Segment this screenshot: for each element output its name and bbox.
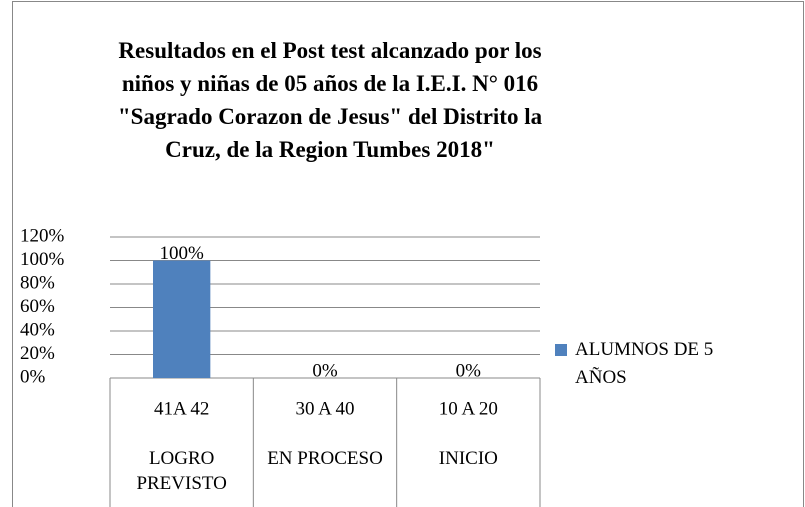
- y-tick-label: 0%: [20, 366, 46, 387]
- x-tick-label: 30 A 40: [295, 398, 354, 419]
- x-tick-label: 41A 42: [154, 398, 209, 419]
- x-group-label: INICIO: [438, 448, 498, 469]
- chart-title: Resultados en el Post test alcanzado por…: [117, 38, 543, 162]
- legend-label: ALUMNOS DE 5 AÑOS: [575, 339, 714, 388]
- chart-frame: [12, 1, 804, 507]
- x-group-label: EN PROCESO: [267, 448, 383, 469]
- y-tick-label: 80%: [20, 272, 55, 293]
- x-group-label: LOGRO PREVISTO: [136, 448, 227, 494]
- y-tick-label: 40%: [20, 319, 55, 340]
- y-tick-label: 100%: [20, 249, 65, 270]
- y-tick-label: 120%: [20, 225, 65, 246]
- x-tick-label: 10 A 20: [439, 398, 498, 419]
- legend-swatch: [555, 344, 567, 356]
- y-tick-label: 60%: [20, 296, 55, 317]
- bar: [153, 260, 211, 378]
- data-label: 100%: [160, 243, 205, 264]
- y-tick-label: 20%: [20, 343, 55, 364]
- data-label: 0%: [312, 360, 338, 381]
- data-label: 0%: [456, 360, 482, 381]
